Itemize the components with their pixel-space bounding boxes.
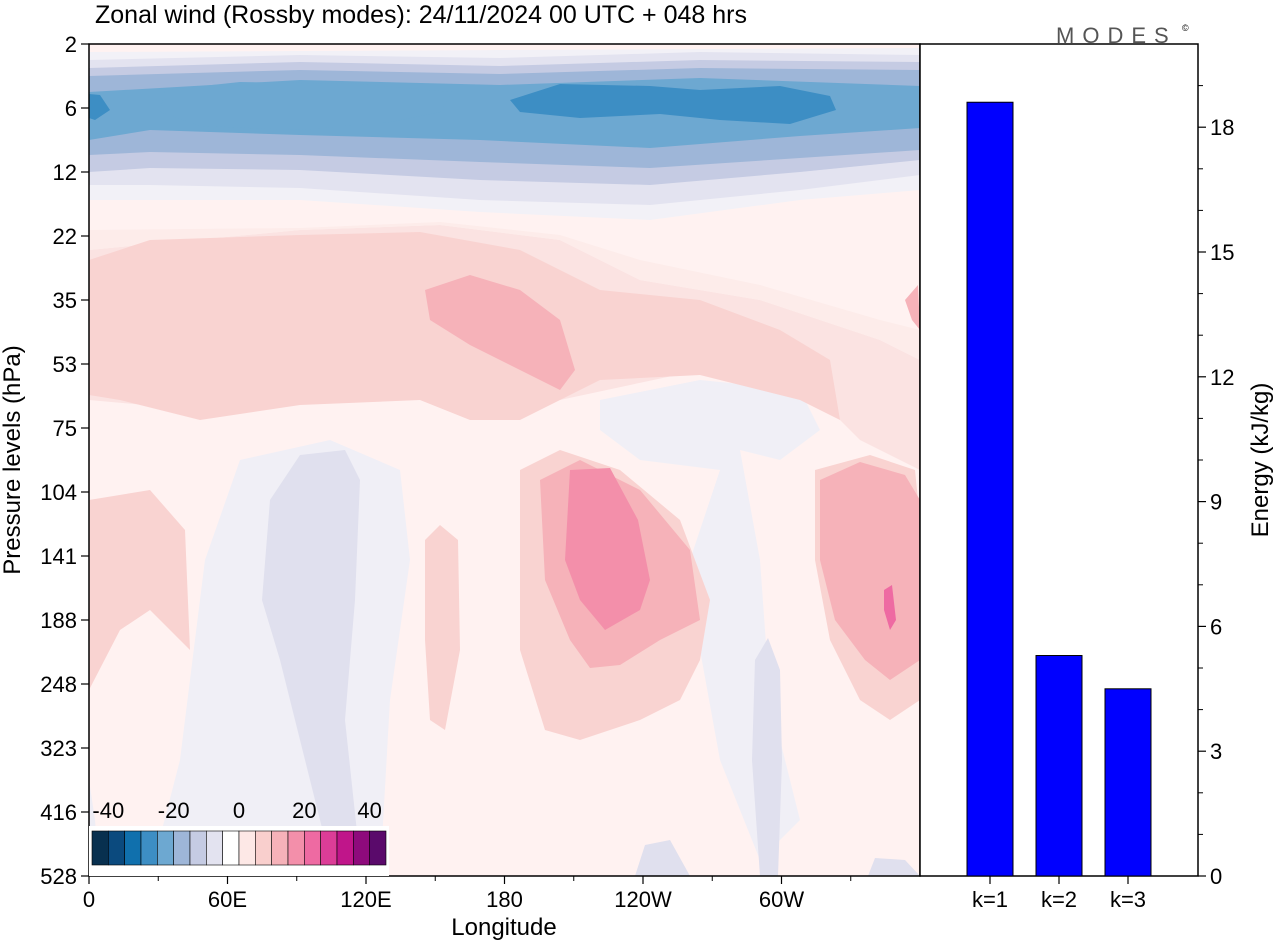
x-tick-label: 180 [486,887,523,912]
energy-bar [1104,688,1152,877]
bar-category-labels: k=1 k=2 k=3 [972,876,1146,912]
contour-easterly [635,840,690,876]
contour-westerly-25 [884,585,896,630]
colorbar-swatch [108,830,125,866]
colorbar-tick-label: -40 [92,798,124,823]
colorbar-labels: -40 -20 0 20 40 [92,798,381,823]
colorbar-swatch [173,830,191,866]
y-tick-label: 248 [40,672,77,697]
energy-tick-label: 9 [1210,490,1222,515]
energy-axis-title: Energy (kJ/kg) [1247,383,1274,538]
y-tick-label: 416 [40,800,77,825]
contour-easterly-25 [160,82,452,130]
figure-title: Zonal wind (Rossby modes): 24/11/2024 00… [95,1,747,29]
colorbar-swatch [353,830,370,866]
bar-category-label: k=3 [1110,887,1146,912]
x-tick-label: 60E [208,887,247,912]
colorbar-swatch [287,830,305,866]
energy-bar-panel: k=1 k=2 k=3 0 3 6 9 12 15 18 Energy (kJ/kg) [919,43,1274,912]
energy-axis: 0 3 6 9 12 15 18 [1198,85,1234,889]
energy-tick-label: 6 [1210,614,1222,639]
energy-tick-label: 12 [1210,365,1234,390]
y-tick-label: 75 [53,416,77,441]
y-axis-title: Pressure levels (hPa) [0,345,26,574]
colorbar: -40 -20 0 20 40 [89,798,389,876]
y-tick-label: 22 [53,224,77,249]
colorbar-swatch [271,830,289,866]
contour-easterly [868,858,920,876]
x-tick-label: 60W [759,887,804,912]
energy-tick-label: 0 [1210,864,1222,889]
contour-westerly-15 [425,275,575,390]
colorbar-swatch [206,830,223,866]
colorbar-tick-label: 20 [292,798,316,823]
bar-category-label: k=2 [1041,887,1077,912]
y-tick-label: 6 [65,96,77,121]
contour-westerly-faint [89,222,920,360]
colorbar-swatch [320,830,338,866]
colorbar-swatches [91,830,387,866]
y-axis: 2 6 12 22 35 53 75 104 141 188 248 323 416 528 [40,32,89,889]
y-tick-label: 141 [40,544,77,569]
colorbar-swatch [222,830,240,866]
colorbar-swatch [124,830,142,866]
colorbar-swatch [369,830,387,866]
y-tick-label: 104 [40,480,77,505]
colorbar-swatch [336,830,354,866]
x-axis: 0 60E 120E 180 120W 60W [83,876,852,912]
y-tick-label: 35 [53,288,77,313]
contour-easterly-30 [510,84,836,124]
y-tick-label: 2 [65,32,77,57]
bar-category-label: k=1 [972,887,1008,912]
y-tick-label: 528 [40,864,77,889]
colorbar-swatch [157,830,174,866]
colorbar-tick-label: 40 [357,798,381,823]
energy-bar [1035,655,1083,877]
wind-map-panel: 0 60E 120E 180 120W 60W 2 6 12 22 35 53 75 104 141 188… [0,32,921,941]
colorbar-swatch [255,830,272,866]
x-tick-label: 0 [83,887,95,912]
y-tick-label: 53 [53,352,77,377]
colorbar-swatch [304,830,321,866]
contour-easterly [752,638,782,876]
contour-easterly-30 [89,94,110,120]
x-tick-label: 120W [614,887,672,912]
contour-westerly-15 [905,285,920,330]
energy-tick-label: 15 [1210,240,1234,265]
contour-westerly-10 [425,525,460,730]
colorbar-swatch [91,830,109,866]
colorbar-swatch [140,830,158,866]
contour-easterly [262,450,360,860]
y-tick-label: 323 [40,736,77,761]
energy-tick-label: 18 [1210,115,1234,140]
contour-westerly-10 [89,490,190,690]
energy-tick-label: 3 [1210,739,1222,764]
energy-bar [966,101,1014,877]
colorbar-tick-label: -20 [158,798,190,823]
colorbar-swatch [189,830,207,866]
modes-logo-mark: © [1182,23,1189,33]
x-axis-title: Longitude [451,914,556,941]
energy-bars [966,101,1152,877]
x-tick-label: 120E [340,887,391,912]
contour-westerly-15 [820,462,920,680]
y-tick-label: 12 [53,160,77,185]
contour-westerly-20 [565,468,650,630]
colorbar-tick-label: 0 [233,798,245,823]
y-tick-label: 188 [40,608,77,633]
colorbar-swatch [238,830,256,866]
contour-fields [89,48,920,876]
